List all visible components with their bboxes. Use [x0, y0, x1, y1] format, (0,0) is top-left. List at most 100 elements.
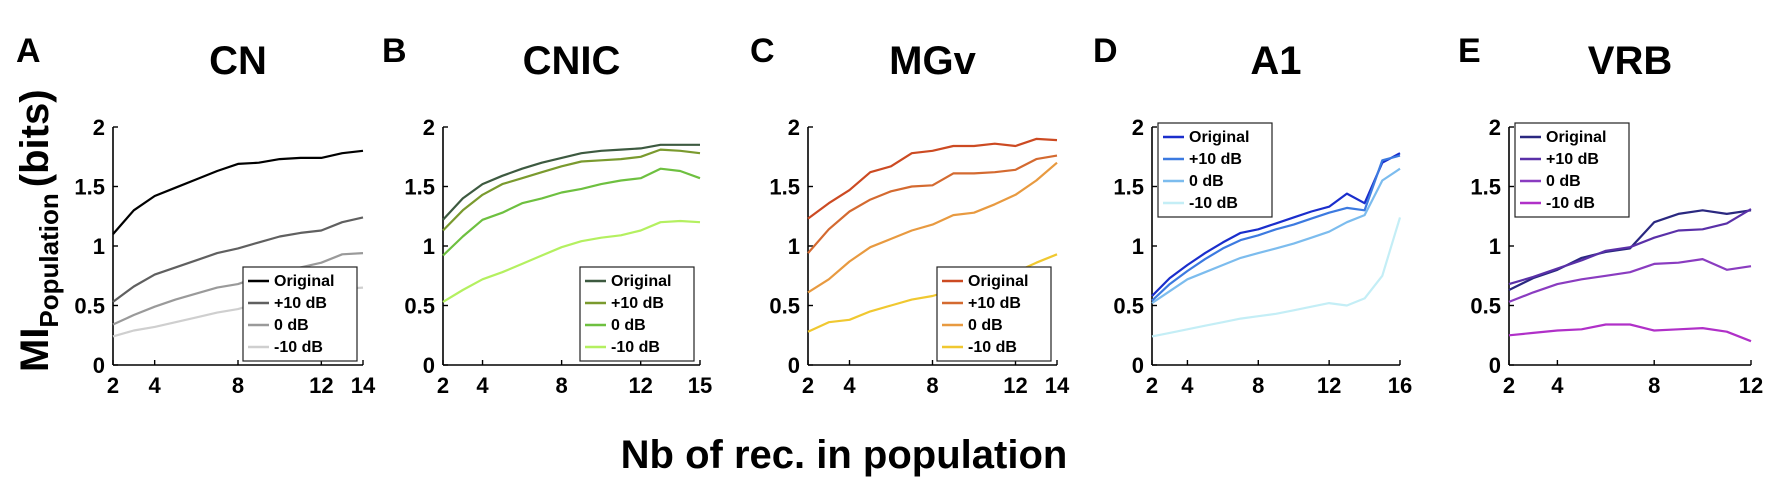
panel-letter: B: [382, 32, 407, 70]
x-tick-label: 4: [1551, 373, 1564, 398]
y-tick-label: 0: [1489, 353, 1501, 378]
y-axis-label-main: MI: [13, 328, 57, 372]
legend: Original +10 dB 0 dB -10 dB: [1157, 122, 1273, 218]
legend-entry: 0 dB: [1546, 173, 1581, 190]
y-tick-label: 1.5: [404, 175, 435, 200]
legend-entry: Original: [611, 273, 671, 290]
panel-letter: E: [1458, 32, 1481, 70]
legend-entry: +10 dB: [1189, 151, 1242, 168]
y-tick-label: 0: [1132, 353, 1144, 378]
legend-box: [1514, 122, 1630, 218]
series-line: [1508, 258, 1752, 303]
series-line: [112, 149, 364, 235]
x-tick-label: 4: [149, 373, 162, 398]
y-tick-label: 2: [788, 115, 800, 140]
x-tick-label: 14: [351, 373, 376, 398]
x-tick-label: 8: [926, 373, 938, 398]
series-line: [442, 143, 700, 221]
series-line: [442, 167, 701, 257]
x-tick-label: 2: [1503, 373, 1515, 398]
legend-entry: 0 dB: [1189, 173, 1224, 190]
x-tick-label: 8: [232, 373, 244, 398]
legend-entry: -10 dB: [274, 339, 323, 356]
y-tick-label: 0.5: [74, 294, 105, 319]
x-tick-label: 8: [1648, 373, 1660, 398]
y-tick-label: 1.5: [1470, 175, 1501, 200]
series-line: [1151, 154, 1401, 302]
legend-entry: +10 dB: [968, 295, 1021, 312]
y-axis-label-unit: (bits): [13, 89, 57, 187]
x-tick-label: 12: [1317, 373, 1341, 398]
x-tick-label: 4: [476, 373, 489, 398]
x-tick-label: 4: [843, 373, 856, 398]
legend: Original +10 dB 0 dB -10 dB: [1514, 122, 1630, 218]
series-line: [1151, 152, 1401, 297]
panel-letter: D: [1093, 32, 1118, 70]
panel-title: VRB: [1588, 39, 1672, 83]
series-line: [807, 161, 1058, 294]
legend-entry: -10 dB: [968, 339, 1017, 356]
series-line: [1151, 217, 1402, 338]
x-tick-label: 15: [688, 373, 712, 398]
series-line: [1151, 167, 1401, 305]
y-tick-label: 1.5: [1113, 175, 1144, 200]
x-tick-label: 2: [1146, 373, 1158, 398]
y-tick-label: 0.5: [1470, 294, 1501, 319]
x-tick-label: 2: [107, 373, 119, 398]
x-tick-label: 4: [1181, 373, 1194, 398]
x-tick-label: 8: [555, 373, 567, 398]
y-tick-label: 0.5: [769, 294, 800, 319]
legend-entry: Original: [1546, 129, 1606, 146]
panel-letter: C: [750, 32, 775, 70]
x-tick-label: 12: [628, 373, 652, 398]
series-line: [1508, 209, 1752, 291]
y-tick-label: 1: [1489, 234, 1501, 259]
legend-entry: +10 dB: [274, 295, 327, 312]
panel-letter: A: [16, 32, 41, 70]
y-axis-label-sub: Population: [34, 193, 64, 327]
legend: Original +10 dB 0 dB -10 dB: [579, 266, 695, 362]
y-tick-label: 1: [788, 234, 800, 259]
panel-title: CN: [209, 39, 267, 83]
x-axis-label: Nb of rec. in population: [621, 433, 1068, 477]
y-tick-label: 0: [788, 353, 800, 378]
legend-entry: -10 dB: [1546, 195, 1595, 212]
legend-entry: +10 dB: [1546, 151, 1599, 168]
legend-entry: -10 dB: [611, 339, 660, 356]
legend-box: [1157, 122, 1273, 218]
legend-box: [936, 266, 1052, 362]
series-line: [442, 219, 701, 303]
series-line: [807, 154, 1058, 254]
series-line: [442, 148, 701, 232]
y-tick-label: 0.5: [1113, 294, 1144, 319]
legend-entry: Original: [274, 273, 334, 290]
x-tick-label: 16: [1388, 373, 1412, 398]
y-tick-label: 2: [93, 115, 105, 140]
x-tick-label: 2: [437, 373, 449, 398]
x-tick-label: 12: [309, 373, 333, 398]
legend-box: [242, 266, 358, 362]
legend-entry: +10 dB: [611, 295, 664, 312]
legend-entry: 0 dB: [611, 317, 646, 334]
y-tick-label: 1: [423, 234, 435, 259]
legend: Original +10 dB 0 dB -10 dB: [936, 266, 1052, 362]
legend-entry: -10 dB: [1189, 195, 1238, 212]
svg-text:MIPopulation(bits): MIPopulation (bits): [13, 89, 64, 372]
y-tick-label: 2: [1132, 115, 1144, 140]
y-tick-label: 0: [93, 353, 105, 378]
y-tick-label: 2: [1489, 115, 1501, 140]
panel-title: CNIC: [523, 39, 621, 83]
legend: Original +10 dB 0 dB -10 dB: [242, 266, 358, 362]
y-tick-label: 0.5: [404, 294, 435, 319]
panel-a: A CN 0 0.5 1 1.5 2 2 4 8 12 14 Original +10 dB 0 dB -10…: [16, 32, 376, 398]
legend-box: [579, 266, 695, 362]
y-tick-label: 1.5: [769, 175, 800, 200]
legend-entry: 0 dB: [274, 317, 309, 334]
x-tick-label: 2: [802, 373, 814, 398]
legend-entry: Original: [968, 273, 1028, 290]
y-tick-label: 2: [423, 115, 435, 140]
legend-entry: 0 dB: [968, 317, 1003, 334]
